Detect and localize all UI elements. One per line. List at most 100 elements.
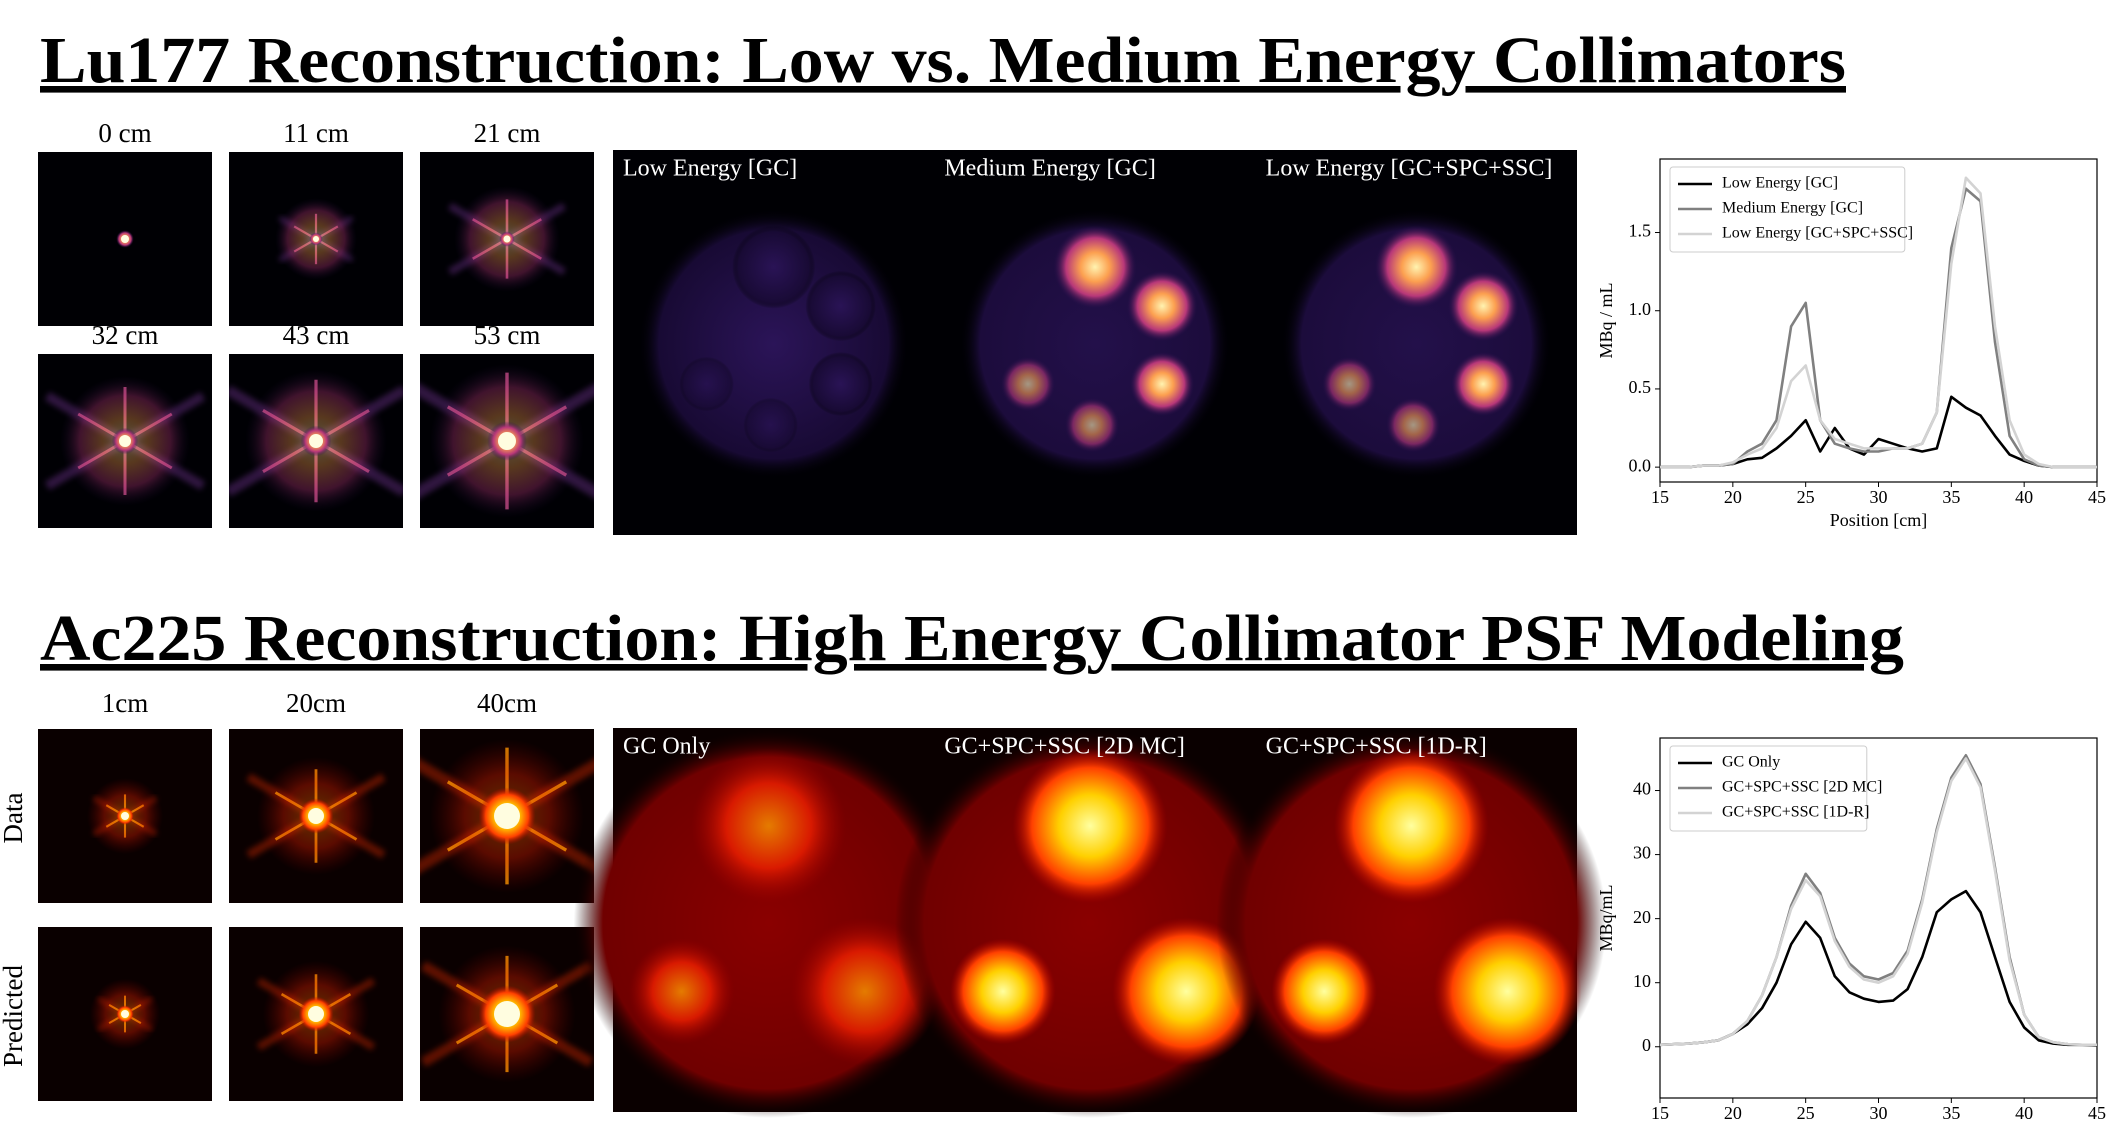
hot-spot xyxy=(1130,352,1194,416)
psf-core xyxy=(121,812,129,820)
psf-label: 0 cm xyxy=(98,118,151,148)
y-tick-label: 1.5 xyxy=(1629,221,1652,241)
hot-spot xyxy=(628,938,735,1045)
legend-label: Low Energy [GC] xyxy=(1722,175,1838,192)
hot-spot xyxy=(1064,397,1120,453)
hot-spot xyxy=(1000,356,1056,412)
psf-label: 43 cm xyxy=(283,320,350,350)
psf-core xyxy=(308,808,324,824)
psf-core xyxy=(308,1006,324,1022)
psf-image xyxy=(229,152,403,326)
x-tick-label: 20 xyxy=(1724,487,1742,507)
psf-image xyxy=(420,729,594,903)
row-label: Predicted xyxy=(0,965,28,1067)
psf-core xyxy=(121,235,129,243)
legend-label: Low Energy [GC+SPC+SSC] xyxy=(1722,225,1913,242)
psf-image xyxy=(38,927,212,1101)
y-axis-label: MBq / mL xyxy=(1596,282,1616,358)
x-tick-label: 35 xyxy=(1942,487,1960,507)
x-tick-label: 25 xyxy=(1797,487,1815,507)
recon-label: Medium Energy [GC] xyxy=(944,156,1156,182)
psf-label: 20cm xyxy=(286,688,346,718)
psf-image xyxy=(38,729,212,903)
psf-label: 1cm xyxy=(102,688,149,718)
recon-label: GC+SPC+SSC [2D MC] xyxy=(944,734,1184,760)
psf-label: 11 cm xyxy=(283,118,349,148)
section-title: Lu177 Reconstruction: Low vs. Medium Ene… xyxy=(40,24,1846,97)
hot-spot xyxy=(1012,748,1168,904)
y-tick-label: 40 xyxy=(1633,779,1651,799)
recon-label: Low Energy [GC+SPC+SSC] xyxy=(1266,156,1553,182)
hot-spot xyxy=(1053,225,1137,309)
y-tick-label: 20 xyxy=(1633,907,1651,927)
x-tick-label: 40 xyxy=(2015,1103,2033,1123)
x-tick-label: 15 xyxy=(1651,487,1669,507)
x-tick-label: 15 xyxy=(1651,1103,1669,1123)
hot-spot xyxy=(1386,397,1441,453)
recon-label: GC+SPC+SSC [1D-R] xyxy=(1266,734,1487,760)
legend-label: GC+SPC+SSC [1D-R] xyxy=(1722,804,1869,821)
x-tick-label: 45 xyxy=(2088,487,2106,507)
psf-label: 40cm xyxy=(477,688,537,718)
psf-core xyxy=(309,434,323,448)
y-tick-label: 10 xyxy=(1633,971,1651,991)
x-tick-label: 45 xyxy=(2088,1103,2106,1123)
psf-image xyxy=(38,354,212,528)
row-label: Data xyxy=(0,793,28,844)
hot-spot xyxy=(1448,270,1519,342)
hot-spot xyxy=(950,938,1056,1045)
y-axis-label: MBq/mL xyxy=(1596,884,1616,951)
psf-image xyxy=(420,354,594,528)
psf-core xyxy=(313,236,319,242)
psf-core xyxy=(494,1001,520,1027)
psf-label: 21 cm xyxy=(474,118,541,148)
recon-label: GC Only xyxy=(623,734,710,760)
psf-image xyxy=(229,729,403,903)
psf-label: 32 cm xyxy=(92,320,159,350)
hot-spot xyxy=(732,225,816,309)
data-line xyxy=(1660,176,2097,469)
legend-label: GC+SPC+SSC [2D MC] xyxy=(1722,779,1882,796)
psf-label: 53 cm xyxy=(474,320,541,350)
y-tick-label: 0.5 xyxy=(1629,377,1652,397)
psf-image xyxy=(420,927,594,1101)
y-tick-label: 0.0 xyxy=(1629,455,1652,475)
section-title: Ac225 Reconstruction: High Energy Collim… xyxy=(40,602,1904,675)
recon-label: Low Energy [GC] xyxy=(623,156,797,182)
y-tick-label: 1.0 xyxy=(1629,299,1652,319)
x-tick-label: 30 xyxy=(1870,1103,1888,1123)
x-axis-label: Position [cm] xyxy=(1830,510,1928,530)
hot-spot xyxy=(1333,748,1489,904)
hot-spot xyxy=(1126,270,1198,342)
x-tick-label: 30 xyxy=(1870,487,1888,507)
legend-box xyxy=(1669,745,1868,832)
hot-spot xyxy=(1322,356,1377,412)
hot-spot xyxy=(808,352,873,416)
psf-image xyxy=(229,354,403,528)
hot-spot xyxy=(743,397,798,453)
hot-spot xyxy=(1271,938,1378,1045)
psf-image xyxy=(420,152,594,326)
psf-core xyxy=(503,235,511,243)
hot-spot xyxy=(691,748,847,904)
psf-image xyxy=(229,927,403,1101)
legend-label: Medium Energy [GC] xyxy=(1722,200,1863,217)
x-tick-label: 20 xyxy=(1724,1103,1742,1123)
y-tick-label: 0 xyxy=(1642,1035,1651,1055)
hot-spot xyxy=(1374,225,1458,309)
psf-core xyxy=(121,1010,129,1018)
psf-core xyxy=(498,432,516,450)
psf-image xyxy=(38,152,212,326)
x-tick-label: 40 xyxy=(2015,487,2033,507)
x-tick-label: 35 xyxy=(1942,1103,1960,1123)
psf-core xyxy=(494,803,520,829)
x-tick-label: 25 xyxy=(1797,1103,1815,1123)
data-line xyxy=(1660,187,2097,469)
psf-core xyxy=(119,435,131,447)
hot-spot xyxy=(679,356,734,412)
hot-spot xyxy=(1451,352,1516,416)
legend-box xyxy=(1669,166,1906,253)
hot-spot xyxy=(1433,917,1582,1066)
